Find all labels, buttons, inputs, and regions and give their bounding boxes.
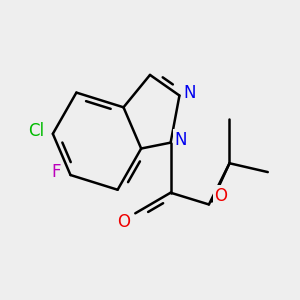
Text: O: O	[214, 187, 227, 205]
Text: O: O	[117, 213, 130, 231]
Text: N: N	[184, 84, 196, 102]
Text: Cl: Cl	[28, 122, 45, 140]
Text: F: F	[51, 163, 61, 181]
Text: N: N	[175, 131, 187, 149]
